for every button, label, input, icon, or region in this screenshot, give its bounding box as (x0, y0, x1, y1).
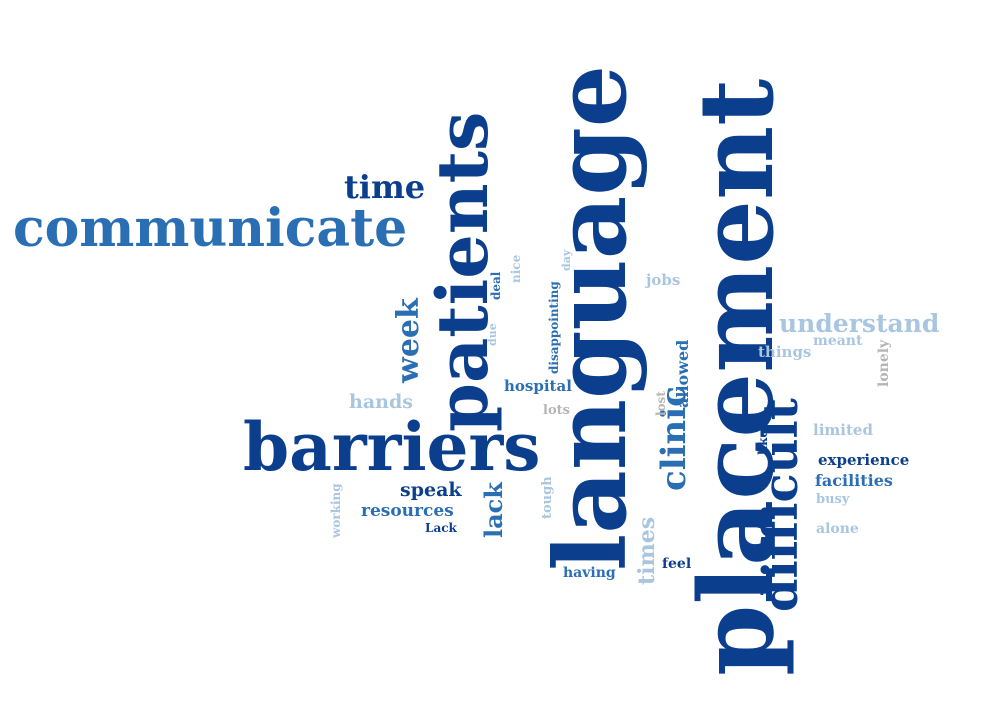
word-meant: meant (813, 333, 863, 349)
word-working: working (329, 483, 343, 538)
word-barriers: barriers (243, 408, 541, 486)
word-nice: nice (509, 254, 523, 283)
word-day: day (560, 249, 573, 271)
word-alone: alone (816, 521, 859, 537)
word-times: times (634, 516, 660, 585)
word-week: week (391, 298, 426, 383)
word-things: things (758, 343, 812, 361)
word-lost: lost (654, 391, 668, 416)
word-tough: tough (540, 476, 555, 519)
word-liked: liked (756, 421, 770, 455)
word-hands: hands (349, 391, 413, 413)
word-feel: feel (662, 556, 692, 572)
word-resources: resources (361, 501, 454, 521)
word-speak: speak (400, 479, 462, 501)
word-busy: busy (816, 492, 850, 507)
word-lack-capital: Lack (425, 521, 457, 535)
word-lots: lots (543, 403, 570, 418)
word-facilities: facilities (815, 471, 893, 490)
word-lonely: lonely (876, 339, 892, 387)
word-disappointing: disappointing (547, 281, 561, 374)
word-limited: limited (813, 421, 873, 439)
word-experience: experience (818, 451, 910, 469)
word-jobs: jobs (646, 271, 681, 289)
word-lack: lack (479, 482, 508, 538)
word-deal: deal (489, 271, 503, 300)
word-patients: patients (421, 111, 504, 432)
word-allowed: allowed (673, 339, 692, 408)
word-time: time (344, 168, 426, 206)
word-understand: understand (779, 309, 940, 338)
word-due: due (486, 323, 499, 346)
word-hospital: hospital (504, 377, 572, 395)
word-having: having (563, 565, 616, 581)
word-communicate: communicate (13, 198, 408, 259)
